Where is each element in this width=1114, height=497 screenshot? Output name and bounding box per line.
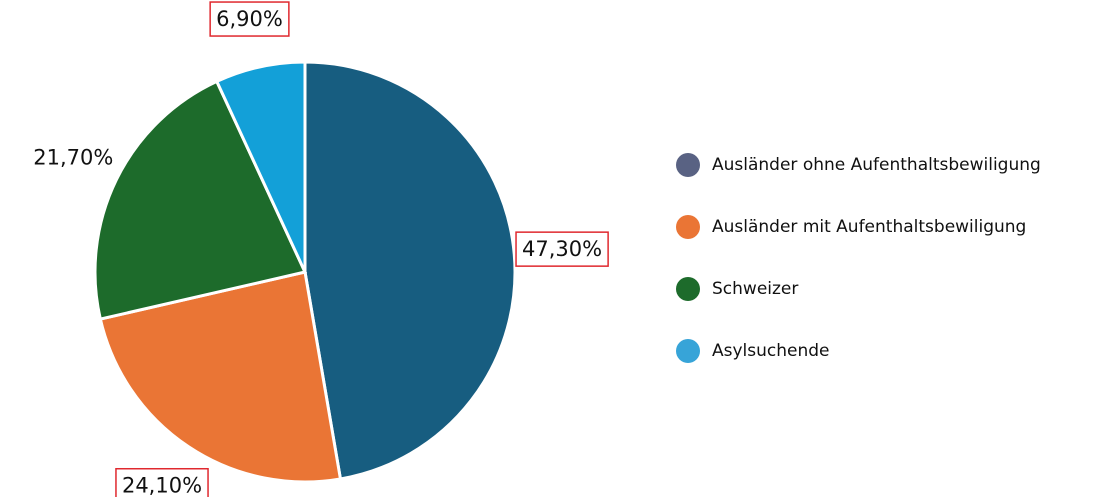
legend-marker [676, 153, 700, 177]
highlight-box [209, 1, 290, 37]
data-label: 6,90% [216, 7, 283, 31]
pie-slice [93, 79, 308, 321]
highlight-box [515, 231, 609, 267]
legend-label: Asylsuchende [712, 341, 830, 361]
legend-marker [676, 215, 700, 239]
pie-slice [98, 270, 343, 484]
legend-label: Ausländer ohne Aufenthaltsbewiligung [712, 155, 1041, 175]
legend-label: Ausländer mit Aufenthaltsbewiligung [712, 217, 1026, 237]
legend-marker [676, 339, 700, 363]
highlight-box [115, 467, 209, 497]
pie-slice [214, 60, 307, 273]
legend-label: Schweizer [712, 279, 798, 299]
pie-slice [303, 60, 517, 481]
data-label: 24,10% [122, 474, 202, 497]
data-label: 21,70% [33, 145, 113, 169]
data-label: 47,30% [522, 237, 602, 261]
legend-marker [676, 277, 700, 301]
